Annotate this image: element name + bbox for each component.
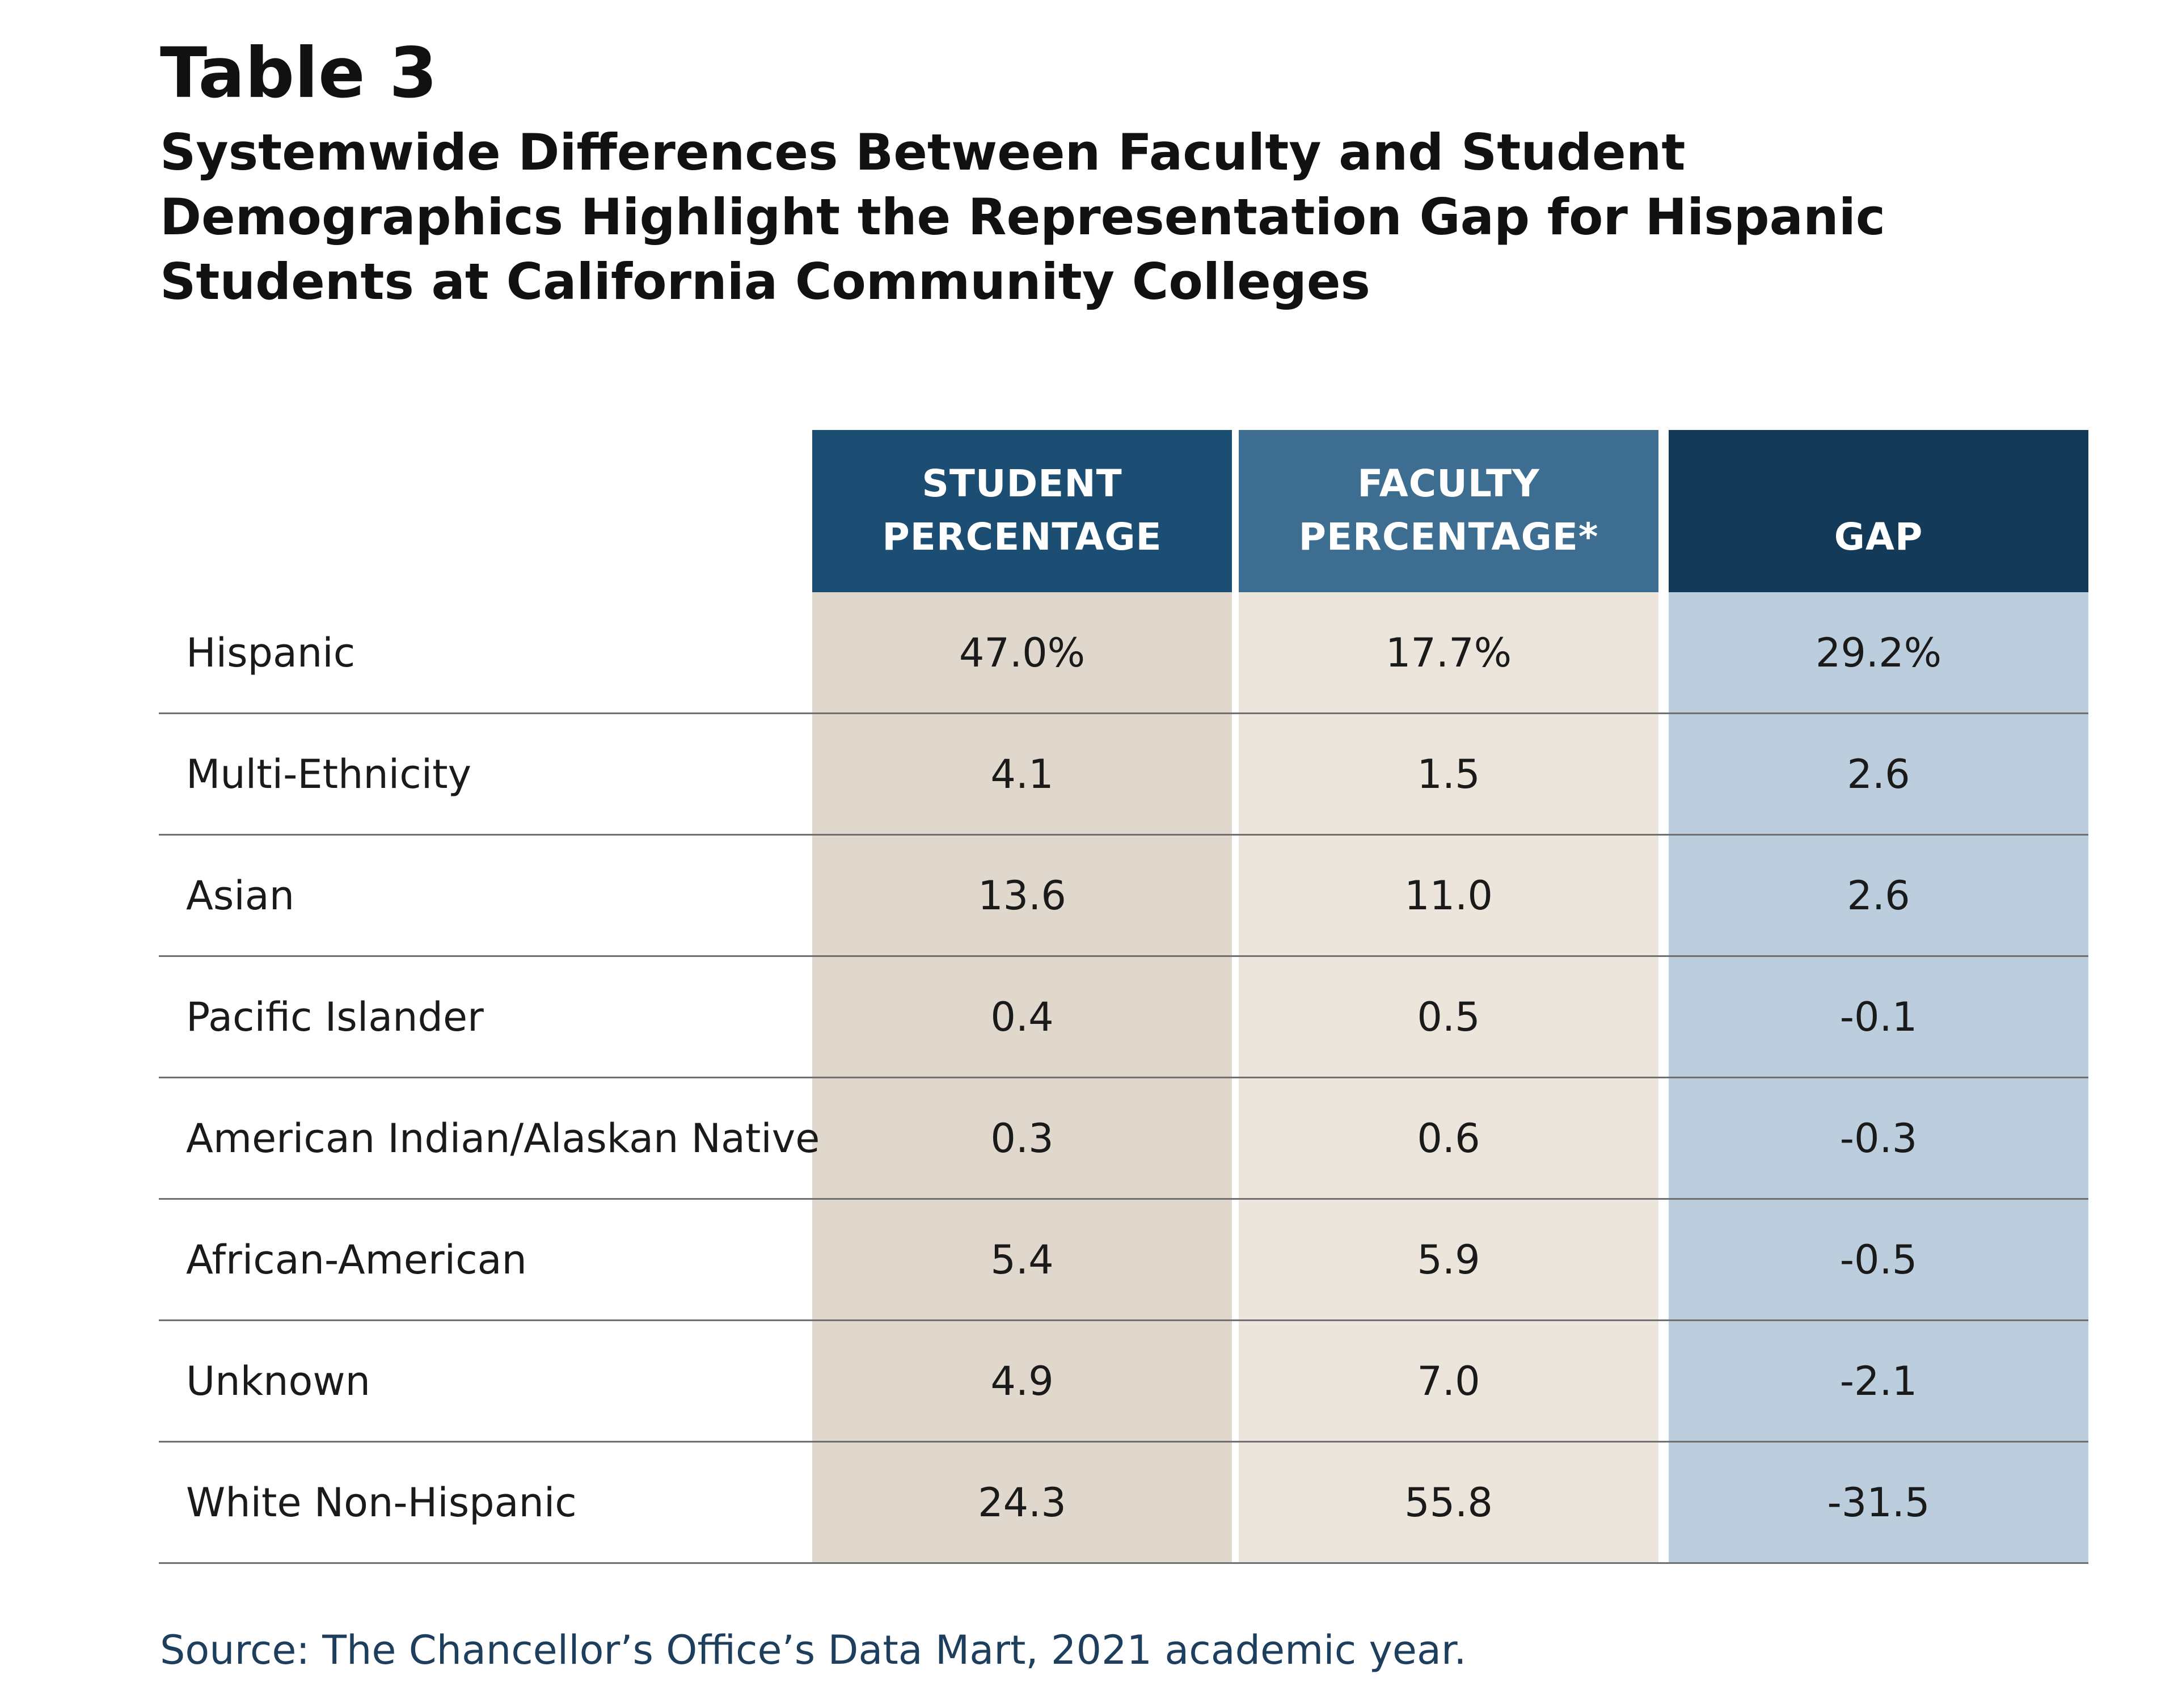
table-subtitle: Systemwide Differences Between Faculty a…: [160, 123, 1886, 311]
gap-value-cell: -0.5: [1839, 1237, 1918, 1283]
row-label: American Indian/Alaskan Native: [186, 1115, 820, 1162]
data-table: STUDENT PERCENTAGE FACULTY PERCENTAGE* G…: [159, 430, 2088, 1564]
faculty-percentage-header: FACULTY PERCENTAGE*: [1239, 430, 1658, 592]
gap-value-cell: -2.1: [1839, 1358, 1918, 1405]
faculty-value-cell: 5.9: [1417, 1237, 1480, 1283]
row-divider: [159, 1198, 2088, 1200]
gap-header: GAP: [1669, 430, 2088, 592]
student-value-cell: 0.4: [990, 994, 1054, 1040]
gap-value-cell: -0.1: [1839, 994, 1918, 1040]
header-line-2: GAP: [1834, 515, 1923, 559]
row-label: African-American: [186, 1237, 527, 1283]
row-divider: [159, 834, 2088, 836]
faculty-value-cell: 7.0: [1417, 1358, 1480, 1405]
header-line-2: PERCENTAGE: [882, 515, 1162, 559]
student-value-cell: 47.0%: [959, 630, 1086, 676]
row-label: Multi-Ethnicity: [186, 751, 472, 798]
student-value-cell: 4.9: [990, 1358, 1054, 1405]
gap-value-cell: -31.5: [1827, 1479, 1930, 1526]
header-line-1: STUDENT: [922, 462, 1122, 505]
source-note: Source: The Chancellor’s Office’s Data M…: [160, 1627, 1467, 1673]
gap-value-cell: 29.2%: [1815, 630, 1942, 676]
row-label: Pacific Islander: [186, 994, 484, 1040]
student-value-cell: 5.4: [990, 1237, 1054, 1283]
row-divider: [159, 712, 2088, 714]
gap-value-cell: 2.6: [1847, 751, 1910, 798]
faculty-value-cell: 55.8: [1404, 1479, 1493, 1526]
row-divider: [159, 1319, 2088, 1321]
faculty-value-cell: 17.7%: [1385, 630, 1512, 676]
faculty-value-cell: 0.5: [1417, 994, 1480, 1040]
student-value-cell: 13.6: [978, 872, 1066, 919]
gap-value-cell: -0.3: [1839, 1115, 1918, 1162]
faculty-value-cell: 11.0: [1404, 872, 1493, 919]
row-divider: [159, 955, 2088, 957]
student-value-cell: 0.3: [990, 1115, 1054, 1162]
row-label: White Non-Hispanic: [186, 1479, 577, 1526]
table-title: Table 3: [160, 33, 438, 113]
header-line-1: FACULTY: [1357, 462, 1540, 505]
gap-value-cell: 2.6: [1847, 872, 1910, 919]
student-percentage-header: STUDENT PERCENTAGE: [812, 430, 1232, 592]
header-line-2: PERCENTAGE*: [1298, 515, 1599, 559]
row-divider: [159, 1441, 2088, 1443]
student-value-cell: 4.1: [990, 751, 1054, 798]
row-label: Asian: [186, 872, 295, 919]
student-value-cell: 24.3: [978, 1479, 1066, 1526]
faculty-value-cell: 0.6: [1417, 1115, 1480, 1162]
faculty-value-cell: 1.5: [1417, 751, 1480, 798]
row-label: Unknown: [186, 1358, 370, 1405]
row-divider: [159, 1562, 2088, 1564]
row-divider: [159, 1077, 2088, 1078]
row-label: Hispanic: [186, 630, 356, 676]
